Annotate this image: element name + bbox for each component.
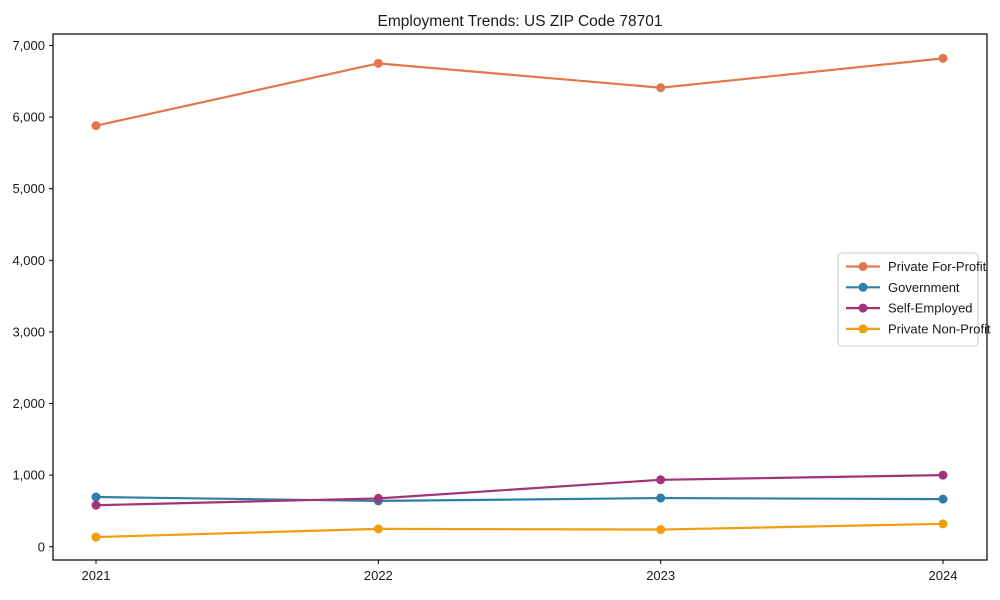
data-point-marker	[373, 524, 383, 534]
legend-label: Private For-Profit	[888, 259, 987, 274]
data-point-marker	[938, 470, 948, 480]
y-tick-label: 0	[38, 539, 45, 554]
y-tick-label: 2,000	[12, 396, 45, 411]
y-axis: 0 1,000 2,000 3,000 4,000 5,000 6,000 7,000	[12, 38, 53, 554]
legend-marker-icon	[858, 303, 868, 313]
data-point-marker	[656, 525, 666, 535]
legend-label: Private Non-Profit	[888, 321, 991, 336]
series-line	[95, 522, 944, 539]
plot-area-border	[52, 33, 988, 561]
data-point-marker	[373, 493, 383, 503]
x-tick-label: 2021	[82, 568, 111, 583]
y-tick-label: 1,000	[12, 468, 45, 483]
data-point-marker	[91, 500, 101, 510]
data-point-marker	[938, 494, 948, 504]
series-line	[95, 474, 944, 507]
y-tick-label: 5,000	[12, 181, 45, 196]
legend-marker-icon	[858, 262, 868, 271]
data-point-marker	[656, 83, 666, 93]
data-point-marker	[938, 519, 948, 529]
legend-marker-icon	[858, 282, 868, 292]
legend-box	[837, 252, 979, 347]
y-tick-label: 6,000	[12, 110, 45, 125]
series-line	[95, 57, 944, 127]
x-tick-label: 2024	[929, 568, 958, 583]
series-line	[95, 495, 944, 503]
y-tick-label: 7,000	[12, 38, 45, 53]
x-axis: 2021 2022 2023 2024	[82, 560, 958, 583]
legend: Private For-Profit Government Self-Employe…	[837, 252, 991, 347]
legend-marker-icon	[858, 324, 868, 334]
y-tick-label: 3,000	[12, 324, 45, 339]
data-point-marker	[656, 493, 666, 503]
data-point-marker	[91, 492, 101, 502]
legend-label: Self-Employed	[888, 301, 973, 316]
series-lines	[91, 53, 948, 542]
legend-label: Government	[888, 280, 960, 295]
y-tick-label: 4,000	[12, 253, 45, 268]
data-point-marker	[373, 58, 383, 68]
x-tick-label: 2023	[646, 568, 675, 583]
data-point-marker	[656, 475, 666, 485]
data-point-marker	[91, 121, 101, 131]
data-point-marker	[91, 532, 101, 542]
x-tick-label: 2022	[364, 568, 393, 583]
data-point-marker	[938, 53, 948, 63]
chart-title: Employment Trends: US ZIP Code 78701	[378, 13, 663, 30]
